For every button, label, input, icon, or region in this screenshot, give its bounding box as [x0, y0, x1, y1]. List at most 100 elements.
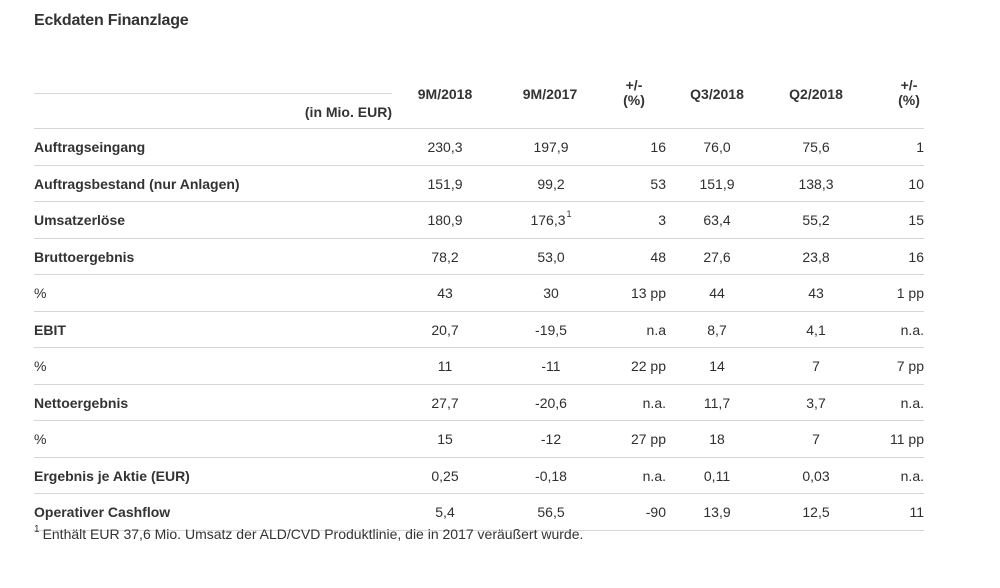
- cell-change-9m-value: 27 pp: [630, 431, 666, 447]
- cell-change-q: 16: [908, 249, 924, 265]
- cell-change-q: 1: [916, 139, 924, 155]
- cell-9m-2018: 230,3: [427, 139, 462, 155]
- cell-change-9m: n.a.: [643, 395, 666, 411]
- cell-change-q-value: 7 pp: [896, 358, 924, 374]
- cell-9m-2018: 43: [437, 285, 453, 301]
- cell-q2-2018-value: 75,6: [802, 139, 830, 155]
- cell-q3-2018: 76,0: [703, 139, 730, 155]
- cell-q2-2018: 0,03: [802, 468, 829, 484]
- cell-q3-2018-value: 151,9: [699, 175, 735, 192]
- cell-q3-2018: 14: [709, 358, 725, 374]
- cell-9m-2018-value: 0,25: [431, 467, 459, 484]
- cell-9m-2017: 197,9: [533, 139, 568, 155]
- table-row: Ergebnis je Aktie (EUR) 0,25 -0,18 n.a. 0,11…: [34, 458, 924, 494]
- cell-q2-2018: 7: [812, 431, 820, 447]
- cell-change-q: n.a.: [901, 468, 924, 484]
- row-label: Auftragseingang: [34, 139, 146, 155]
- cell-change-9m: 16: [650, 139, 666, 155]
- page-title: Eckdaten Finanzlage: [34, 12, 189, 29]
- cell-9m-2017: 30: [543, 285, 559, 301]
- cell-q2-2018-value: 7: [812, 358, 820, 374]
- cell-change-q: n.a.: [901, 395, 924, 411]
- cell-q2-2018: 12,5: [802, 504, 829, 520]
- cell-q2-2018: 3,7: [806, 395, 825, 411]
- cell-q2-2018: 138,3: [798, 176, 833, 192]
- cell-9m-2018-value: 151,9: [427, 175, 463, 192]
- cell-9m-2018-value: 43: [437, 285, 453, 301]
- cell-q3-2018: 63,4: [703, 212, 730, 228]
- cell-9m-2017-value: 176,3: [530, 212, 566, 228]
- financial-table: (in Mio. EUR) 9M/2018 9M/2017 +/- (%) Q3…: [34, 70, 924, 531]
- cell-q3-2018-value: 13,9: [703, 504, 731, 520]
- cell-change-q-value: n.a.: [900, 394, 924, 411]
- cell-q3-2018: 11,7: [704, 395, 730, 411]
- cell-9m-2017: 53,0: [537, 249, 564, 265]
- cell-change-q-value: 16: [908, 248, 924, 265]
- cell-9m-2017: -20,6: [535, 395, 567, 411]
- cell-q3-2018: 13,9: [703, 504, 730, 520]
- cell-q2-2018-value: 12,5: [802, 504, 830, 520]
- cell-change-9m-value: n.a.: [642, 394, 666, 411]
- cell-change-9m: 13 pp: [631, 285, 666, 301]
- cell-change-q: n.a.: [901, 322, 924, 338]
- cell-9m-2017-value: 99,2: [537, 175, 565, 192]
- col-header-change-2: +/- (%): [894, 78, 924, 108]
- cell-9m-2017: -0,18: [535, 468, 567, 484]
- cell-change-q: 15: [908, 212, 924, 228]
- col-header-change-2-sign: +/-: [900, 77, 918, 93]
- cell-q3-2018-value: 76,0: [703, 139, 731, 155]
- cell-change-q: 11: [909, 504, 924, 520]
- cell-q3-2018: 8,7: [707, 322, 726, 338]
- cell-q3-2018-value: 44: [709, 285, 725, 301]
- cell-9m-2018-value: 5,4: [435, 504, 455, 520]
- cell-9m-2018: 151,9: [427, 176, 462, 192]
- row-label: Auftragsbestand (nur Anlagen): [34, 175, 240, 192]
- cell-9m-2018-value: 15: [437, 431, 453, 447]
- table-row: Nettoergebnis 27,7 -20,6 n.a. 11,7 3,7 n.a.: [34, 385, 924, 421]
- cell-9m-2018-value: 11: [437, 358, 453, 374]
- row-label: %: [34, 431, 47, 447]
- row-label: Bruttoergebnis: [34, 248, 135, 265]
- cell-change-9m-value: 16: [650, 139, 666, 155]
- table-row: Auftragsbestand (nur Anlagen) 151,9 99,2 53…: [34, 166, 924, 202]
- cell-change-9m-value: n.a.: [642, 467, 666, 484]
- cell-change-9m-value: 22 pp: [630, 358, 666, 374]
- col-header-change-1-unit: (%): [623, 92, 645, 108]
- row-label: Ergebnis je Aktie (EUR): [34, 467, 190, 484]
- cell-q2-2018: 23,8: [802, 249, 829, 265]
- cell-change-q-value: 1 pp: [896, 285, 924, 301]
- table-row: Bruttoergebnis 78,2 53,0 48 27,6 23,8 16: [34, 239, 924, 275]
- cell-q3-2018-value: 0,11: [703, 467, 731, 484]
- cell-change-q: 10: [908, 176, 924, 192]
- cell-q2-2018-value: 55,2: [802, 212, 830, 228]
- cell-q3-2018-value: 8,7: [707, 321, 727, 338]
- cell-q3-2018-value: 14: [709, 358, 725, 374]
- cell-change-q-value: 10: [908, 175, 924, 192]
- cell-change-9m-value: n.a: [646, 321, 666, 338]
- cell-change-9m-value: 53: [650, 175, 666, 192]
- cell-change-9m: 3: [658, 212, 666, 228]
- col-header-q3-2018: Q3/2018: [690, 86, 744, 102]
- row-label: Nettoergebnis: [34, 394, 129, 411]
- col-header-9m-2017: 9M/2017: [522, 86, 578, 102]
- cell-9m-2017-value: 56,5: [537, 504, 565, 520]
- cell-9m-2018: 0,25: [431, 468, 458, 484]
- cell-change-q-value: n.a.: [900, 467, 924, 484]
- table-row: % 11 -11 22 pp 14 7 7 pp: [34, 348, 924, 385]
- footnote-text: Enthält EUR 37,6 Mio. Umsatz der ALD/CVD…: [42, 526, 584, 542]
- cell-q2-2018: 7: [812, 358, 820, 374]
- cell-q3-2018-value: 18: [709, 431, 725, 447]
- cell-9m-2018: 78,2: [431, 249, 458, 265]
- cell-9m-2018: 20,7: [431, 322, 458, 338]
- cell-9m-2017-value: -12: [540, 431, 562, 447]
- row-label: Umsatzerlöse: [34, 212, 126, 228]
- cell-9m-2017: -11: [541, 358, 560, 374]
- cell-9m-2017-value: -0,18: [535, 467, 567, 484]
- cell-9m-2018: 5,4: [435, 504, 454, 520]
- table-body: Auftragseingang 230,3 197,9 16 76,0 75,6 1 Auft…: [34, 129, 924, 531]
- cell-change-9m-value: 3: [658, 212, 666, 228]
- cell-q2-2018-value: 0,03: [802, 467, 830, 484]
- col-header-change-1: +/- (%): [619, 78, 649, 108]
- cell-9m-2017-value: -19,5: [535, 321, 567, 338]
- cell-change-9m: 22 pp: [631, 358, 666, 374]
